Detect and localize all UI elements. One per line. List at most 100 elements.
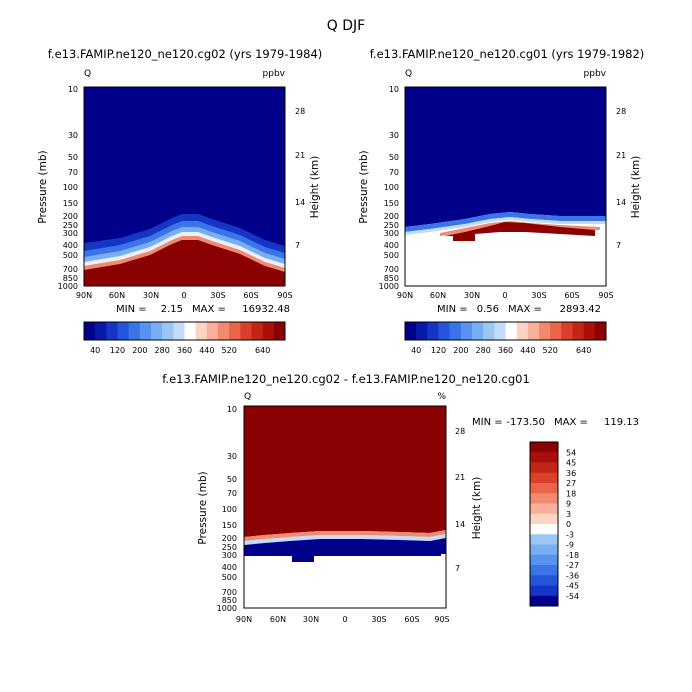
colorbar-swatch [505, 322, 517, 340]
colorbar-label: 360 [498, 346, 513, 355]
y-tick-300: 300 [384, 229, 399, 238]
colorbar-swatch [530, 534, 558, 545]
colorbar-label: 280 [476, 346, 491, 355]
panel-2-max-value: 2893.42 [560, 304, 601, 315]
colorbar-swatch [162, 322, 174, 340]
colorbar-label: -9 [566, 541, 574, 550]
panel-2-x-ticks: 90N 60N 30N 0 30S 60S 90S [397, 291, 614, 300]
colorbar-swatch [561, 322, 573, 340]
colorbar-swatch [184, 322, 196, 340]
colorbar-swatch [427, 322, 439, 340]
colorbar-frame [404, 321, 607, 341]
panel-2-right-ticks: 28 21 14 7 [616, 107, 626, 250]
colorbar-swatch [494, 322, 506, 340]
x-tick-0: 0 [181, 291, 186, 300]
x-tick-30n: 30N [143, 291, 159, 300]
colorbar-swatch [206, 322, 219, 340]
height-tick-28: 28 [455, 427, 465, 436]
colorbar-swatch [273, 322, 286, 340]
colorbar-label: 280 [155, 346, 170, 355]
colorbar-label: -54 [566, 592, 579, 601]
y-tick-50: 50 [68, 153, 78, 162]
colorbar-label: -3 [566, 530, 574, 539]
y-tick-400: 400 [222, 563, 237, 572]
x-tick-0: 0 [502, 291, 507, 300]
panel-2-frame [404, 86, 607, 287]
colorbar-swatch [527, 322, 540, 340]
colorbar-label: 54 [566, 448, 576, 457]
colorbar-label: 640 [576, 346, 591, 355]
y-tick-10: 10 [389, 85, 399, 94]
y-tick-250: 250 [384, 221, 399, 230]
panel-1-right-axis-label: Height (km) [309, 156, 321, 219]
y-tick-850: 850 [384, 274, 399, 283]
colorbar-label: 36 [566, 469, 576, 478]
height-tick-21: 21 [616, 151, 626, 160]
y-tick-30: 30 [227, 452, 237, 461]
panel-3: f.e13.FAMIP.ne120_ne120.cg02 - f.e13.FAM… [162, 372, 639, 624]
y-tick-1000: 1000 [379, 282, 399, 291]
panel-3-min-value: -173.50 [506, 417, 545, 428]
panel-2-y-ticks: 10 30 50 70 100 150 200 250 300 400 500 … [379, 85, 399, 291]
colorbar-swatch [229, 322, 241, 340]
colorbar-swatch [438, 322, 450, 340]
colorbar-swatch [84, 322, 96, 340]
y-tick-1000: 1000 [58, 282, 78, 291]
y-tick-200: 200 [222, 534, 237, 543]
y-tick-70: 70 [68, 168, 78, 177]
x-tick-30s: 30S [210, 291, 225, 300]
y-tick-300: 300 [222, 551, 237, 560]
y-tick-700: 700 [384, 265, 399, 274]
y-tick-250: 250 [63, 221, 78, 230]
panel-3-right-axis-label: Height (km) [471, 477, 483, 540]
colorbar-swatch [106, 322, 118, 340]
panel-2-left-string: Q [405, 69, 412, 79]
panel-3-x-ticks: 90N 60N 30N 0 30S 60S 90S [236, 615, 450, 624]
height-tick-21: 21 [455, 473, 465, 482]
panel-1-x-ticks: 90N 60N 30N 0 30S 60S 90S [76, 291, 293, 300]
panel-2-max-label: MAX = [508, 304, 542, 315]
panel-3-right-string: % [437, 392, 446, 402]
panel-1-left-string: Q [84, 69, 91, 79]
colorbar-swatch [139, 322, 152, 340]
height-tick-28: 28 [616, 107, 626, 116]
height-tick-14: 14 [295, 198, 305, 207]
panel-2-min-value: 0.56 [477, 304, 499, 315]
panel-3-stats: MIN = -173.50 MAX = 119.13 [472, 417, 639, 428]
colorbar-swatch [530, 462, 558, 474]
panel-1-frame [83, 86, 286, 287]
panel-1-max-value: 16932.48 [242, 304, 290, 315]
colorbar-swatch [405, 322, 417, 340]
height-tick-7: 7 [455, 564, 460, 573]
height-tick-14: 14 [616, 198, 626, 207]
panel-1-subtitle: f.e13.FAMIP.ne120_ne120.cg02 (yrs 1979-1… [48, 47, 323, 61]
y-tick-200: 200 [63, 212, 78, 221]
colorbar-label: -27 [566, 561, 579, 570]
height-tick-7: 7 [295, 241, 300, 250]
y-tick-400: 400 [63, 241, 78, 250]
x-tick-60s: 60S [404, 615, 419, 624]
y-tick-850: 850 [63, 274, 78, 283]
y-tick-700: 700 [222, 588, 237, 597]
panel-2-colorbar: 40 120 200 280 360 440 520 640 [404, 321, 607, 355]
colorbar-swatch [472, 322, 484, 340]
y-tick-30: 30 [389, 131, 399, 140]
colorbar-swatch [240, 322, 252, 340]
colorbar-label: -45 [566, 582, 579, 591]
y-tick-50: 50 [227, 475, 237, 484]
colorbar-swatch [195, 322, 208, 340]
panel-3-frame [243, 405, 447, 609]
colorbar-swatch [550, 322, 562, 340]
panel-3-band-1 [244, 530, 446, 541]
y-tick-250: 250 [222, 543, 237, 552]
colorbar-label: 45 [566, 459, 576, 468]
x-tick-30n: 30N [303, 615, 319, 624]
colorbar-frame [83, 321, 286, 341]
panel-2-subtitle: f.e13.FAMIP.ne120_ne120.cg01 (yrs 1979-1… [370, 47, 645, 61]
colorbar-label: -36 [566, 571, 579, 580]
colorbar-label: 440 [199, 346, 214, 355]
x-tick-30s: 30S [531, 291, 546, 300]
panel-2-low-region [405, 87, 606, 227]
colorbar-label: 120 [110, 346, 125, 355]
